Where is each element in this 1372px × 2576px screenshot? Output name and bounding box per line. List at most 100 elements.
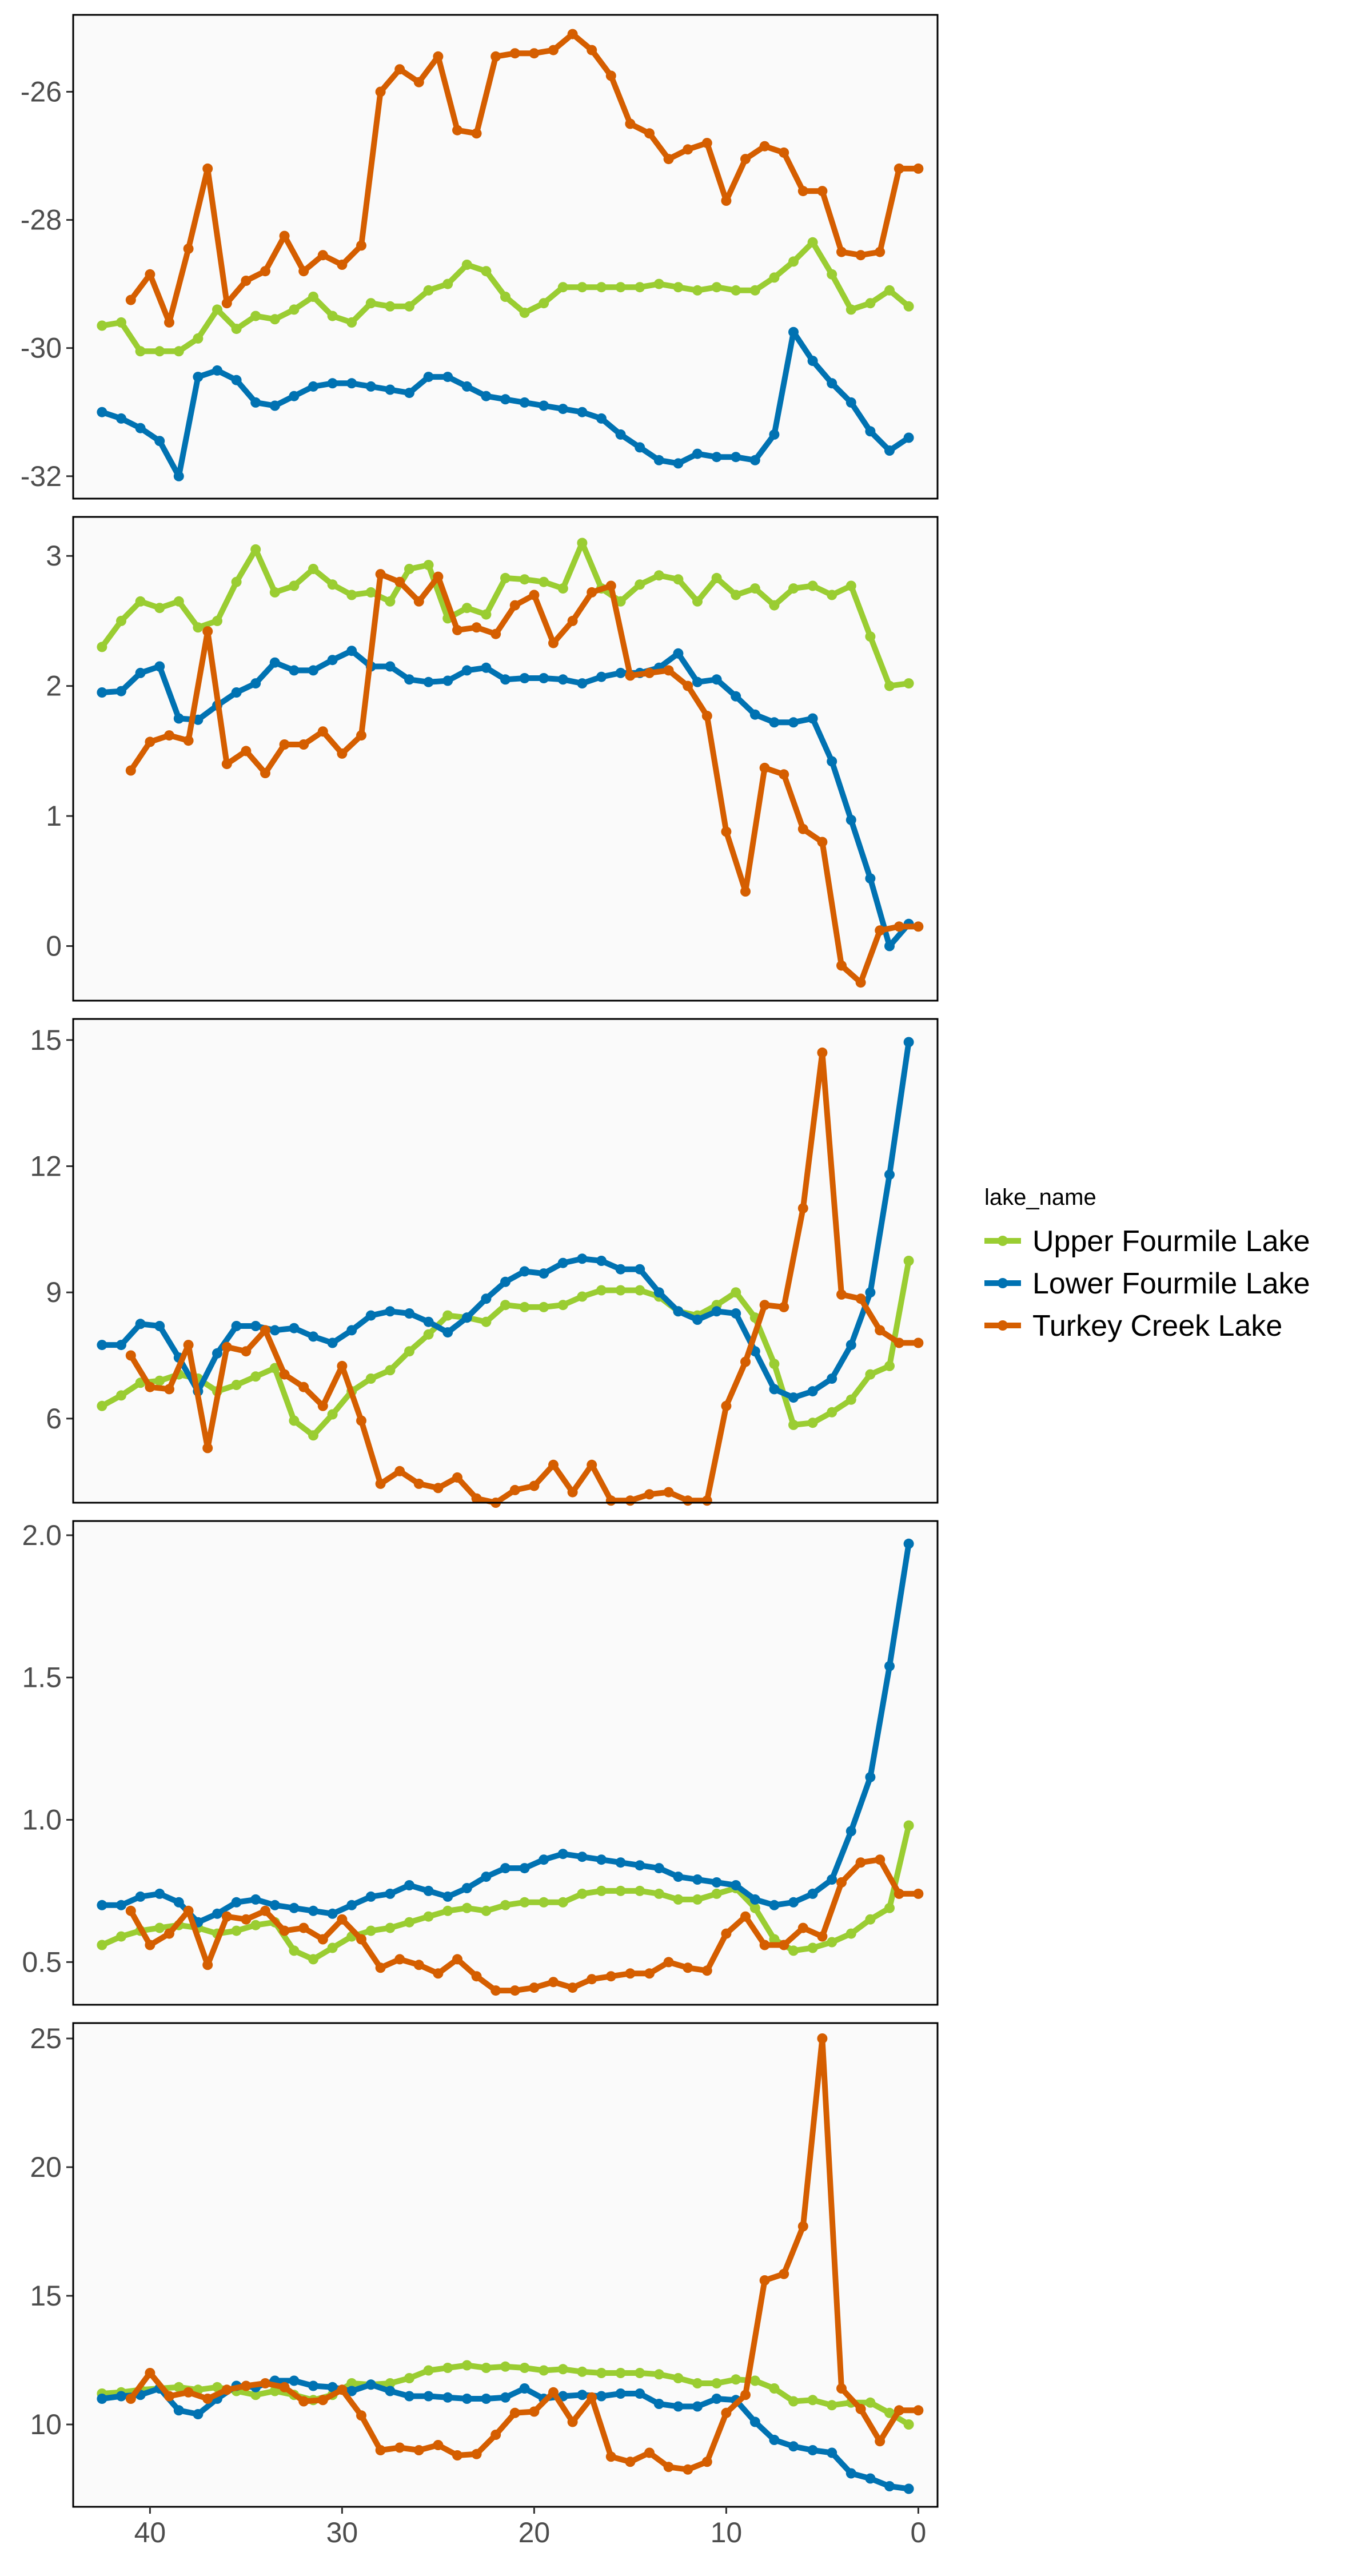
data-point <box>250 2390 261 2400</box>
x-tick-label: 40 <box>134 2517 166 2549</box>
data-point <box>365 381 376 392</box>
data-point <box>490 51 501 62</box>
panel-3: 15 12 9 6 <box>30 1018 939 1508</box>
data-point <box>452 624 462 635</box>
series-upper-fourmile-lake <box>97 538 914 691</box>
panel-background <box>73 517 938 1001</box>
data-point <box>749 2375 760 2386</box>
data-point <box>413 1478 424 1489</box>
y-tick-label: 25 <box>30 2022 62 2055</box>
data-point <box>788 1897 799 1908</box>
data-point <box>202 626 213 637</box>
data-point <box>797 2221 808 2232</box>
data-point <box>692 596 703 607</box>
data-point <box>385 301 396 312</box>
data-point <box>759 2275 770 2286</box>
data-point <box>519 2383 530 2394</box>
data-point <box>442 1310 453 1321</box>
data-point <box>404 564 414 574</box>
data-point <box>346 2378 357 2388</box>
data-point <box>788 2396 799 2407</box>
data-point <box>577 678 588 689</box>
y-tick-label: 1 <box>46 800 62 832</box>
data-point <box>279 739 290 750</box>
data-point <box>884 1661 895 1671</box>
data-point <box>231 324 242 335</box>
data-point <box>308 564 318 574</box>
data-point <box>231 375 242 385</box>
y-tick-label: 6 <box>46 1403 62 1435</box>
x-tick-label: 30 <box>326 2517 358 2549</box>
data-point <box>116 686 126 696</box>
data-point <box>635 2388 645 2399</box>
data-point <box>116 1931 126 1942</box>
data-point <box>375 1478 386 1489</box>
data-point <box>135 1891 146 1902</box>
data-point <box>701 2456 712 2467</box>
panel-border <box>72 14 939 500</box>
data-point <box>404 674 414 685</box>
data-point <box>673 648 684 659</box>
data-point <box>711 1888 722 1899</box>
data-point <box>884 1169 895 1180</box>
legend-key-point <box>998 1278 1008 1288</box>
data-point <box>587 2392 597 2403</box>
data-point <box>903 2483 914 2494</box>
data-point <box>913 921 924 932</box>
data-point <box>884 285 895 296</box>
data-point <box>317 250 328 261</box>
data-point <box>557 404 568 415</box>
data-point <box>413 2445 424 2455</box>
data-point <box>135 423 146 433</box>
data-point <box>749 583 760 594</box>
data-point <box>375 86 386 97</box>
data-point <box>731 452 741 463</box>
data-point <box>827 269 837 280</box>
data-point <box>385 2386 396 2396</box>
data-point <box>875 925 886 936</box>
data-point <box>154 661 165 672</box>
data-point <box>644 1968 655 1979</box>
data-point <box>231 687 242 698</box>
data-point <box>135 1319 146 1329</box>
legend-label: Lower Fourmile Lake <box>1032 1267 1310 1300</box>
data-point <box>250 1371 261 1382</box>
data-point <box>212 1348 222 1359</box>
data-point <box>481 266 492 277</box>
data-point <box>500 1300 510 1311</box>
data-point <box>845 1826 856 1837</box>
data-point <box>260 266 270 277</box>
data-point <box>509 1985 520 1996</box>
data-point <box>481 1316 492 1327</box>
data-point <box>193 372 204 383</box>
y-tick-label: 20 <box>30 2151 62 2183</box>
data-point <box>548 1459 559 1470</box>
data-point <box>749 285 760 296</box>
legend-key-point <box>998 1320 1008 1331</box>
data-point <box>845 814 856 825</box>
x-tick-label: 0 <box>910 2517 926 2549</box>
data-point <box>183 2387 194 2398</box>
data-point <box>346 317 357 328</box>
data-point <box>605 70 616 81</box>
data-point <box>596 282 607 293</box>
data-point <box>731 590 741 600</box>
data-point <box>317 1934 328 1945</box>
y-tick-label: 10 <box>30 2408 62 2440</box>
data-point <box>817 837 828 847</box>
data-point <box>471 622 482 633</box>
data-point <box>721 1928 732 1939</box>
data-point <box>644 1489 655 1500</box>
data-point <box>442 372 453 383</box>
data-point <box>683 144 693 155</box>
data-point <box>903 1820 914 1831</box>
data-point <box>164 730 174 741</box>
y-tick-label: 2 <box>46 670 62 702</box>
data-point <box>865 2473 876 2484</box>
data-point <box>212 365 222 376</box>
data-point <box>327 2382 338 2392</box>
data-point <box>289 1323 300 1333</box>
data-point <box>461 381 472 392</box>
data-point <box>788 2441 799 2452</box>
